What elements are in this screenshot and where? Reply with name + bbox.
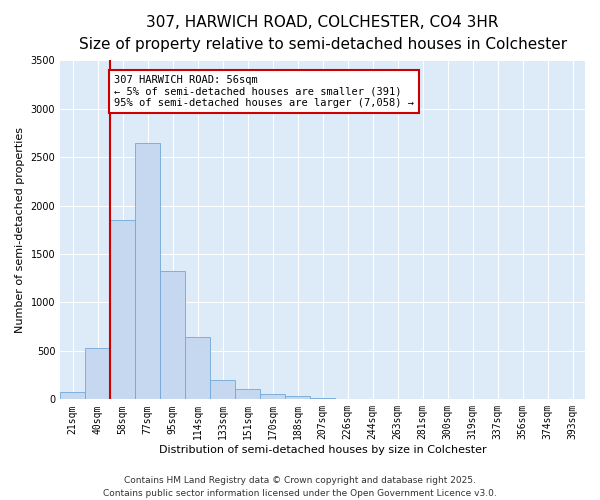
Y-axis label: Number of semi-detached properties: Number of semi-detached properties [15,127,25,333]
Bar [260,394,285,400]
Text: 307 HARWICH ROAD: 56sqm
← 5% of semi-detached houses are smaller (391)
95% of se: 307 HARWICH ROAD: 56sqm ← 5% of semi-det… [114,75,414,108]
Title: 307, HARWICH ROAD, COLCHESTER, CO4 3HR
Size of property relative to semi-detache: 307, HARWICH ROAD, COLCHESTER, CO4 3HR S… [79,15,566,52]
Bar [335,398,360,400]
Bar [160,272,185,400]
X-axis label: Distribution of semi-detached houses by size in Colchester: Distribution of semi-detached houses by … [159,445,487,455]
Bar [135,142,160,400]
Text: Contains HM Land Registry data © Crown copyright and database right 2025.
Contai: Contains HM Land Registry data © Crown c… [103,476,497,498]
Bar [185,338,210,400]
Bar [210,380,235,400]
Bar [110,220,135,400]
Bar [310,398,335,400]
Bar [285,396,310,400]
Bar [235,388,260,400]
Bar [85,348,110,400]
Bar [60,392,85,400]
